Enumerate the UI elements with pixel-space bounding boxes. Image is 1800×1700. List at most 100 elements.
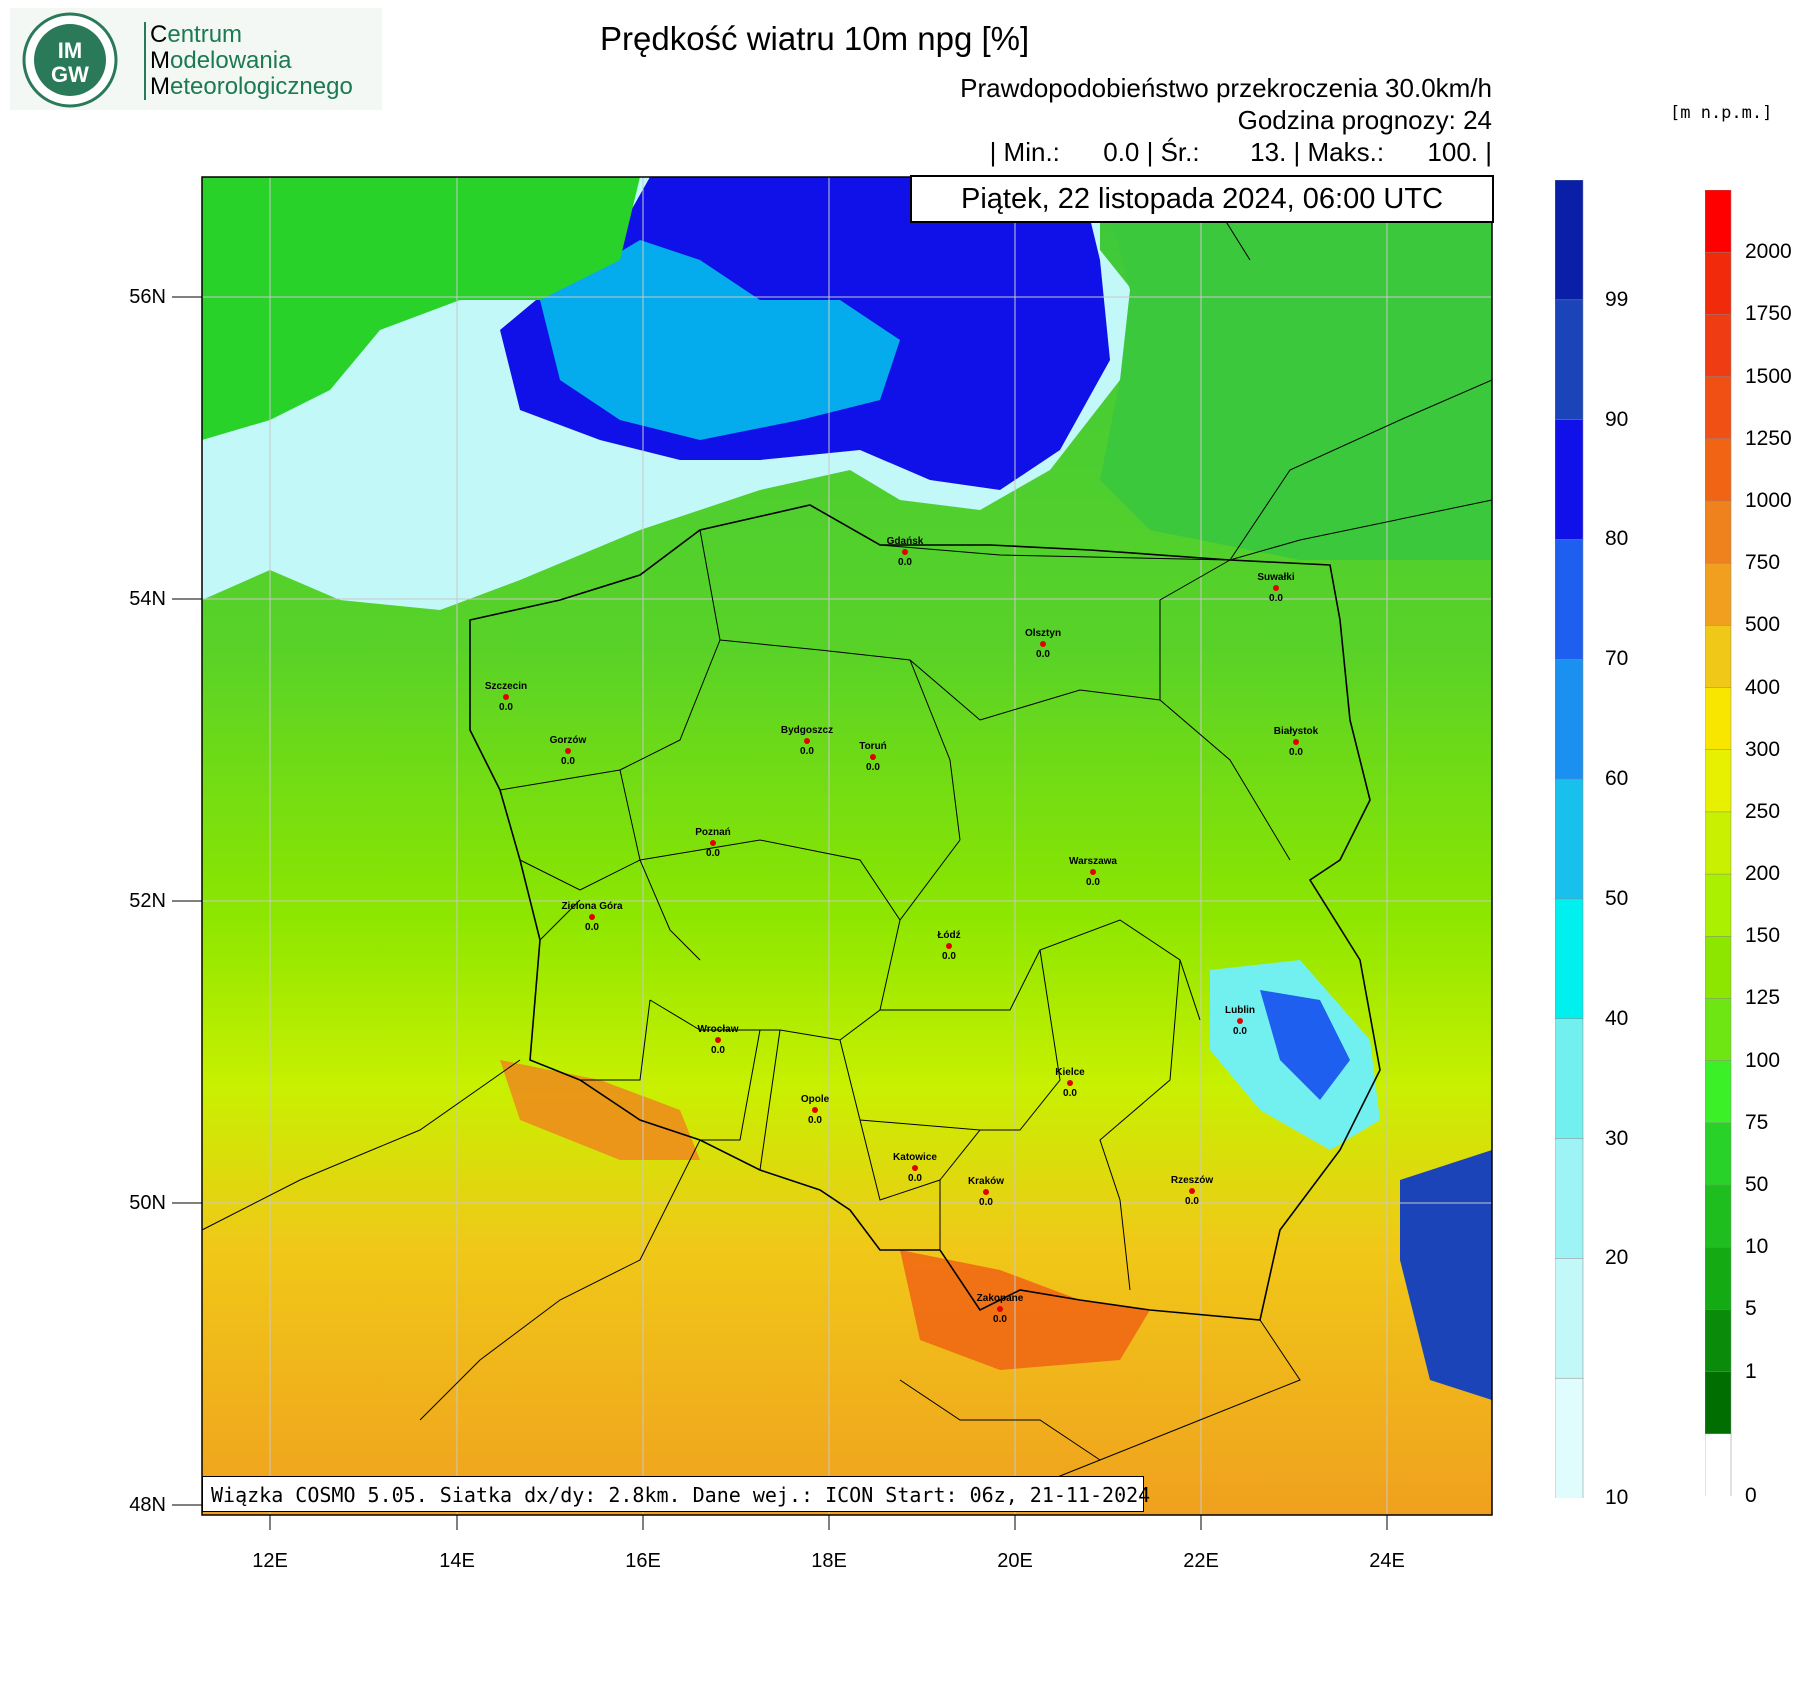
elevation-colorbar bbox=[1705, 190, 1732, 1496]
lon-label-22e: 22E bbox=[1183, 1550, 1219, 1572]
city-dot bbox=[870, 754, 876, 760]
city-value: 0.0 bbox=[808, 1115, 822, 1126]
city-name: Kielce bbox=[1055, 1067, 1085, 1078]
elevation-colorbar-label: 300 bbox=[1745, 737, 1781, 761]
city-name: Suwałki bbox=[1257, 572, 1295, 583]
map-frame bbox=[201, 176, 1493, 1516]
city-label: Olsztyn 0.0 bbox=[998, 628, 1088, 661]
city-label: Łódź 0.0 bbox=[904, 930, 994, 963]
probability-colorbar bbox=[1555, 180, 1584, 1498]
city-dot bbox=[1189, 1188, 1195, 1194]
probability-colorbar-segment bbox=[1555, 299, 1584, 421]
elevation-colorbar-label: 50 bbox=[1745, 1173, 1769, 1197]
city-dot bbox=[804, 738, 810, 744]
lublin-high-prob-area bbox=[1260, 990, 1350, 1100]
city-value: 0.0 bbox=[706, 848, 720, 859]
elevation-colorbar-label: 1000 bbox=[1745, 488, 1792, 512]
city-name: Zakopane bbox=[976, 1293, 1024, 1304]
city-name: Opole bbox=[800, 1094, 830, 1105]
elevation-colorbar-segment bbox=[1705, 811, 1732, 875]
elevation-colorbar-segment bbox=[1705, 873, 1732, 938]
elevation-colorbar-label: 10 bbox=[1745, 1235, 1769, 1259]
city-name: Gdańsk bbox=[886, 536, 924, 547]
elevation-unit-label: [m n.p.m.] bbox=[1670, 103, 1773, 123]
map-subtitle-threshold: Prawdopodobieństwo przekroczenia 30.0km/… bbox=[960, 73, 1492, 103]
city-value: 0.0 bbox=[979, 1197, 993, 1208]
elevation-colorbar-label: 1500 bbox=[1745, 364, 1792, 388]
city-name: Toruń bbox=[859, 741, 887, 752]
city-value: 0.0 bbox=[908, 1173, 922, 1184]
city-label: Zielona Góra 0.0 bbox=[547, 901, 637, 934]
probability-colorbar-label: 90 bbox=[1605, 407, 1629, 431]
city-label: Zakopane 0.0 bbox=[955, 1293, 1045, 1326]
lat-label-56n: 56N bbox=[129, 286, 166, 308]
elevation-colorbar-label: 75 bbox=[1745, 1110, 1769, 1134]
city-value: 0.0 bbox=[1185, 1196, 1199, 1207]
city-value: 0.0 bbox=[561, 756, 575, 767]
lat-label-52n: 52N bbox=[129, 890, 166, 912]
city-value: 0.0 bbox=[585, 922, 599, 933]
sudety-mountains-area bbox=[500, 1060, 700, 1160]
scandinavia-land bbox=[202, 177, 640, 440]
svg-text:IM: IM bbox=[58, 38, 82, 63]
elevation-colorbar-label: 125 bbox=[1745, 986, 1781, 1010]
city-dot bbox=[1237, 1018, 1243, 1024]
map-stats: | Min.: 0.0 | Śr.: 13. | Maks.: 100. | bbox=[989, 137, 1492, 167]
city-label: Bydgoszcz 0.0 bbox=[762, 725, 852, 758]
carpathian-prob-area bbox=[1400, 1150, 1492, 1400]
imgw-logo-emblem: IM GW bbox=[10, 8, 382, 110]
probability-colorbar-segment bbox=[1555, 659, 1584, 780]
poland-border bbox=[469, 504, 1381, 1321]
probability-colorbar-label: 80 bbox=[1605, 527, 1629, 551]
city-name: Gorzów bbox=[549, 735, 587, 746]
elevation-colorbar-label: 0 bbox=[1745, 1484, 1757, 1507]
elevation-colorbar-segment bbox=[1705, 562, 1732, 627]
city-value: 0.0 bbox=[1269, 593, 1283, 604]
city-dot bbox=[715, 1037, 721, 1043]
graticule bbox=[202, 177, 1492, 1515]
city-dot bbox=[589, 914, 595, 920]
city-dot bbox=[1090, 869, 1096, 875]
city-label: Warszawa 0.0 bbox=[1048, 856, 1138, 889]
city-value: 0.0 bbox=[898, 557, 912, 568]
lon-label-12e: 12E bbox=[252, 1550, 288, 1572]
city-name: Łódź bbox=[937, 930, 961, 941]
lon-label-18e: 18E bbox=[811, 1550, 847, 1572]
city-label: Białystok 0.0 bbox=[1251, 726, 1341, 759]
elevation-colorbar-label: 2000 bbox=[1745, 240, 1792, 264]
city-name: Wrocław bbox=[697, 1024, 739, 1035]
city-dot bbox=[946, 943, 952, 949]
forecast-date: Piątek, 22 listopada 2024, 06:00 UTC bbox=[910, 175, 1494, 223]
city-name: Bydgoszcz bbox=[780, 725, 834, 736]
imgw-logo: IM GW bbox=[10, 8, 382, 110]
tatra-mountains-area bbox=[900, 1250, 1150, 1370]
elevation-colorbar-label: 250 bbox=[1745, 799, 1781, 823]
probability-colorbar-label: 10 bbox=[1605, 1486, 1629, 1509]
city-value: 0.0 bbox=[1036, 649, 1050, 660]
city-dot bbox=[1293, 739, 1299, 745]
city-name: Warszawa bbox=[1069, 856, 1117, 867]
city-name: Katowice bbox=[893, 1152, 937, 1163]
elevation-colorbar-label: 500 bbox=[1745, 613, 1781, 637]
city-name: Olsztyn bbox=[1024, 628, 1062, 639]
city-label: Toruń 0.0 bbox=[828, 741, 918, 774]
city-dot bbox=[902, 549, 908, 555]
elevation-colorbar-segment bbox=[1705, 500, 1732, 564]
city-name: Kraków bbox=[967, 1176, 1005, 1187]
elevation-colorbar-label: 400 bbox=[1745, 675, 1781, 699]
city-dot bbox=[710, 840, 716, 846]
elevation-colorbar-segment bbox=[1705, 1433, 1732, 1496]
city-label: Opole 0.0 bbox=[770, 1094, 860, 1127]
probability-colorbar-segment bbox=[1555, 778, 1584, 900]
probability-colorbar-label: 20 bbox=[1605, 1246, 1629, 1270]
city-value: 0.0 bbox=[711, 1045, 725, 1056]
city-name: Rzeszów bbox=[1170, 1175, 1214, 1186]
city-label: Kraków 0.0 bbox=[941, 1176, 1031, 1209]
city-name: Białystok bbox=[1273, 726, 1319, 737]
city-dot bbox=[812, 1107, 818, 1113]
city-label: Suwałki 0.0 bbox=[1231, 572, 1321, 605]
city-label: Rzeszów 0.0 bbox=[1147, 1175, 1237, 1208]
city-dot bbox=[1067, 1080, 1073, 1086]
elevation-colorbar-label: 100 bbox=[1745, 1048, 1781, 1072]
